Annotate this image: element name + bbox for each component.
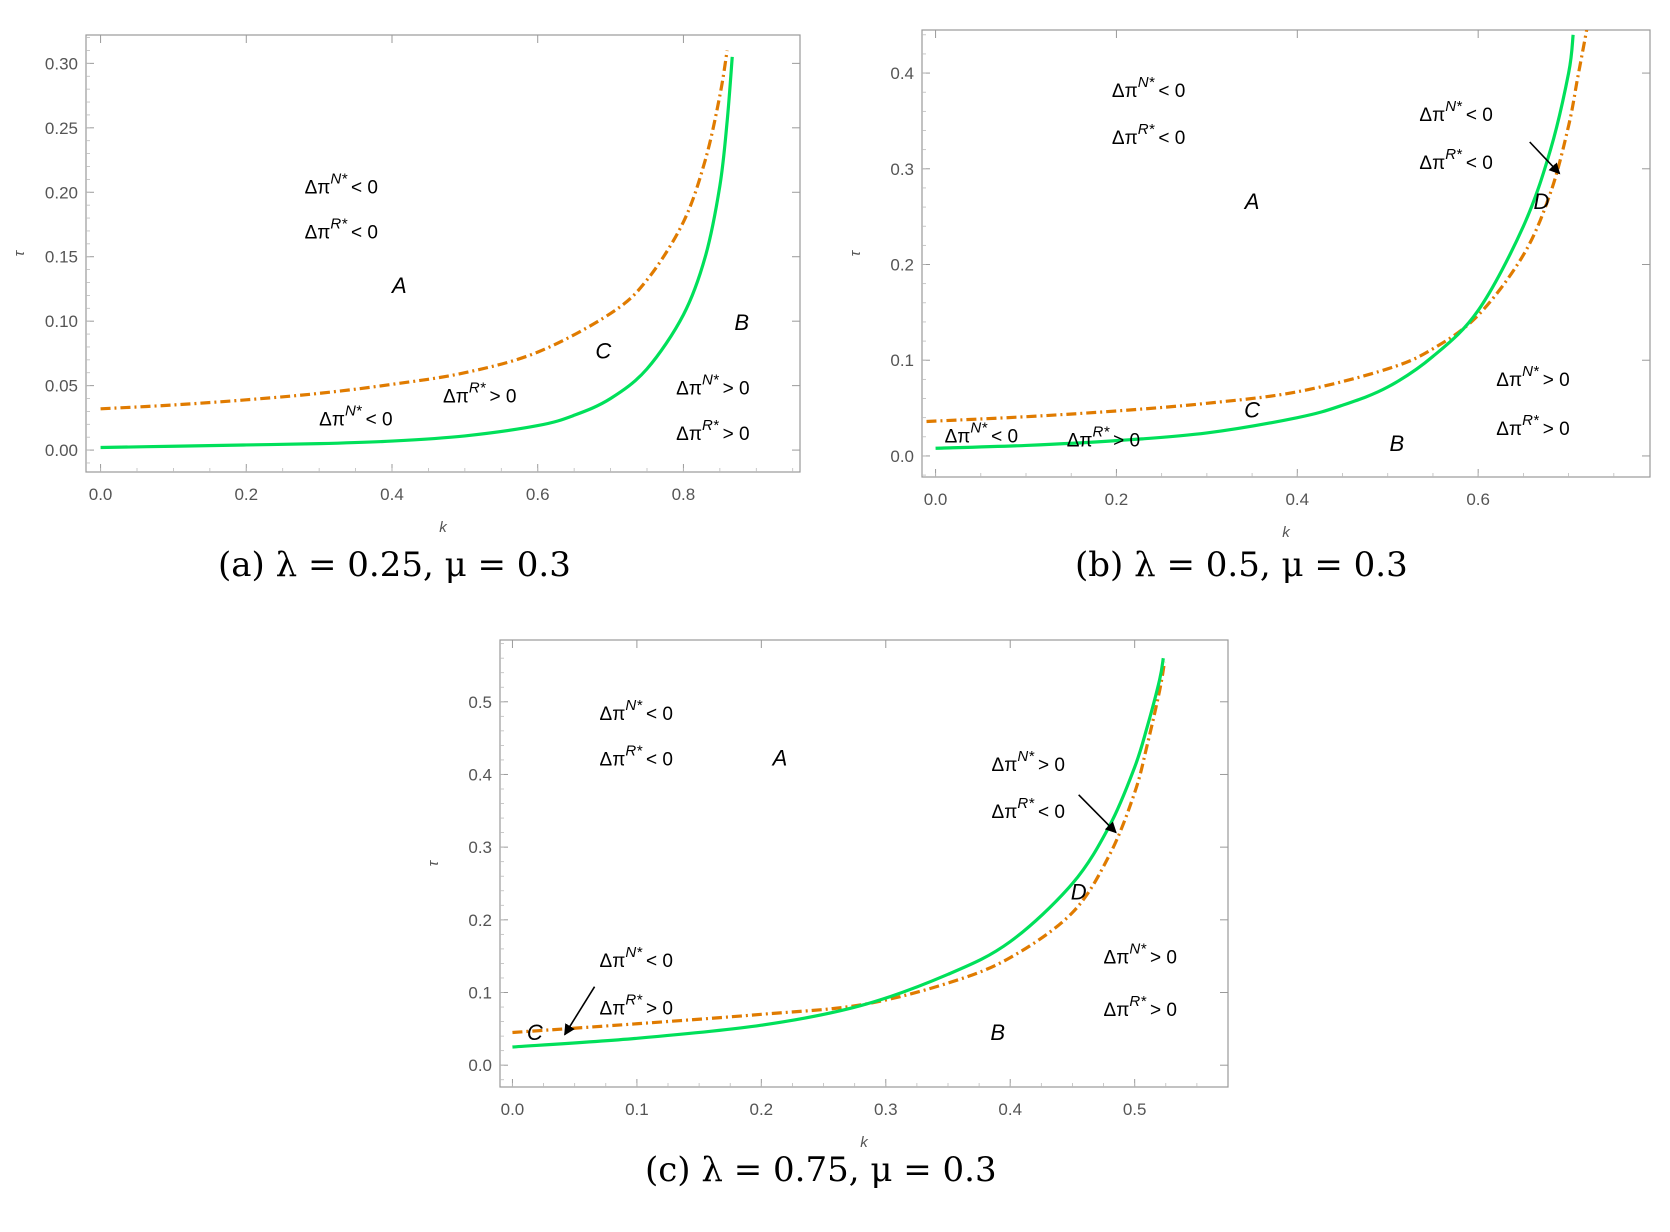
- chart-b: 0.0 0.2 0.4 0.6 0.0 0.1 0.2 0.3 0.4 k τ A B C D ΔπN*< 0…: [847, 29, 1651, 541]
- plot-frame: [921, 29, 1651, 478]
- inequality-label: ΔπR* < 0: [1419, 146, 1492, 174]
- region-label-a: A: [390, 273, 407, 298]
- inequality-label: ΔπN* > 0: [676, 372, 749, 400]
- x-tick-label: 0.8: [672, 485, 696, 504]
- inequality-label: ΔπR* > 0: [443, 379, 516, 407]
- chart-a: 0.0 0.2 0.4 0.6 0.8 0.00 0.05 0.10 0.15 0.20 0.25 0…: [11, 34, 801, 536]
- chart-panel-a: 0.0 0.2 0.4 0.6 0.8 0.00 0.05 0.10 0.15 0.20 0.25 0…: [0, 0, 830, 600]
- plot-frame: [499, 639, 1229, 1088]
- series-line-solid: [512, 657, 1165, 1049]
- inequality-label: ΔπR* < 0: [1112, 121, 1185, 149]
- chart-c: 0.0 0.1 0.2 0.3 0.4 0.5 0.0 0.1 0.2 0.3 0.4 0.5 k τ A B…: [425, 639, 1229, 1151]
- inequality-label: ΔπN* > 0: [1496, 363, 1569, 391]
- inequality-label: ΔπR* > 0: [1496, 412, 1569, 440]
- region-label-b: B: [734, 310, 749, 335]
- inequality-label: ΔπR* > 0: [1104, 993, 1177, 1021]
- inequality-label: ΔπN* < 0: [319, 403, 392, 431]
- inequality-label: ΔπN* < 0: [305, 171, 378, 199]
- y-tick-label: 0.20: [45, 183, 78, 202]
- x-tick-label: 0.2: [1105, 490, 1129, 509]
- caption-c: (c) λ = 0.75, μ = 0.3: [645, 1150, 997, 1190]
- x-tick-label: 0.0: [924, 490, 948, 509]
- y-tick-label: 0.4: [468, 765, 492, 784]
- x-tick-label: 0.6: [526, 485, 550, 504]
- inequality-label: ΔπR* < 0: [992, 795, 1065, 823]
- x-tick-label: 0.2: [750, 1100, 774, 1119]
- x-tick-label: 0.5: [1123, 1100, 1147, 1119]
- x-tick-label: 0.4: [380, 485, 404, 504]
- y-axis-label: τ: [425, 859, 442, 866]
- inequality-label: ΔπN* < 0: [1112, 74, 1185, 102]
- y-tick-label: 0.3: [468, 838, 492, 857]
- x-tick-label: 0.0: [501, 1100, 525, 1119]
- y-tick-label: 0.00: [45, 441, 78, 460]
- x-axis-label: k: [860, 1134, 869, 1150]
- region-label-b: B: [990, 1020, 1005, 1045]
- x-axis-label: k: [1282, 524, 1291, 540]
- series-line-dotdash: [100, 50, 729, 411]
- y-tick-label: 0.1: [890, 351, 914, 370]
- inequality-label: ΔπN* > 0: [1104, 940, 1177, 968]
- inequality-label: ΔπR* > 0: [600, 991, 673, 1019]
- y-tick-label: 0.2: [890, 256, 914, 275]
- region-label-c: C: [595, 339, 611, 364]
- chart-panel-c: 0.0 0.1 0.2 0.3 0.4 0.5 0.0 0.1 0.2 0.3 0.4 0.5 k τ A B…: [420, 610, 1250, 1210]
- region-label-d: D: [1534, 189, 1550, 214]
- region-label-b: B: [1389, 431, 1404, 456]
- inequality-label: ΔπN* > 0: [992, 748, 1065, 776]
- y-axis-label: τ: [850, 249, 864, 256]
- region-label-c: C: [1244, 398, 1260, 423]
- y-tick-label: 0.25: [45, 119, 78, 138]
- y-tick-label: 0.0: [468, 1056, 492, 1075]
- inequality-label: ΔπR* > 0: [1067, 423, 1140, 451]
- region-label-c: C: [527, 1020, 543, 1045]
- inequality-label: ΔπR* < 0: [305, 216, 378, 244]
- inequality-label: ΔπN* < 0: [600, 697, 673, 725]
- y-tick-label: 0.2: [468, 911, 492, 930]
- series-line-solid: [100, 56, 734, 450]
- y-tick-label: 0.4: [890, 64, 914, 83]
- y-tick-label: 0.15: [45, 248, 78, 267]
- region-label-a: A: [1243, 189, 1260, 214]
- x-tick-label: 0.4: [998, 1100, 1022, 1119]
- y-tick-label: 0.10: [45, 312, 78, 331]
- annotation-arrow: [1529, 141, 1561, 175]
- annotation-arrow: [1078, 794, 1117, 834]
- region-label-d: D: [1071, 879, 1087, 904]
- series-line-dotdash: [512, 661, 1167, 1035]
- y-tick-label: 0.0: [890, 447, 914, 466]
- y-tick-label: 0.3: [890, 160, 914, 179]
- inequality-label: ΔπR* < 0: [600, 743, 673, 771]
- inequality-label: ΔπR* > 0: [676, 417, 749, 445]
- series-line-solid: [935, 34, 1575, 450]
- y-tick-label: 0.05: [45, 377, 78, 396]
- inequality-label: ΔπN* < 0: [1419, 98, 1492, 126]
- inequality-label: ΔπN* < 0: [945, 420, 1018, 448]
- series-line-dotdash: [926, 30, 1589, 424]
- x-axis-label: k: [439, 519, 448, 536]
- x-tick-label: 0.1: [625, 1100, 649, 1119]
- plot-frame: [85, 34, 801, 473]
- chart-panel-b: 0.0 0.2 0.4 0.6 0.0 0.1 0.2 0.3 0.4 k τ A B C D ΔπN*< 0…: [847, 0, 1670, 600]
- y-tick-label: 0.30: [45, 54, 78, 73]
- inequality-label: ΔπN* < 0: [600, 944, 673, 972]
- y-axis-label: τ: [11, 249, 28, 256]
- annotation-arrow: [564, 986, 596, 1036]
- x-tick-label: 0.4: [1285, 490, 1309, 509]
- y-tick-label: 0.5: [468, 693, 492, 712]
- x-tick-label: 0.0: [89, 485, 113, 504]
- caption-a: (a) λ = 0.25, μ = 0.3: [218, 545, 571, 585]
- x-tick-label: 0.6: [1466, 490, 1490, 509]
- y-tick-label: 0.1: [468, 984, 492, 1003]
- x-tick-label: 0.3: [874, 1100, 898, 1119]
- caption-b: (b) λ = 0.5, μ = 0.3: [1075, 545, 1408, 585]
- region-label-a: A: [771, 746, 788, 771]
- x-tick-label: 0.2: [234, 485, 258, 504]
